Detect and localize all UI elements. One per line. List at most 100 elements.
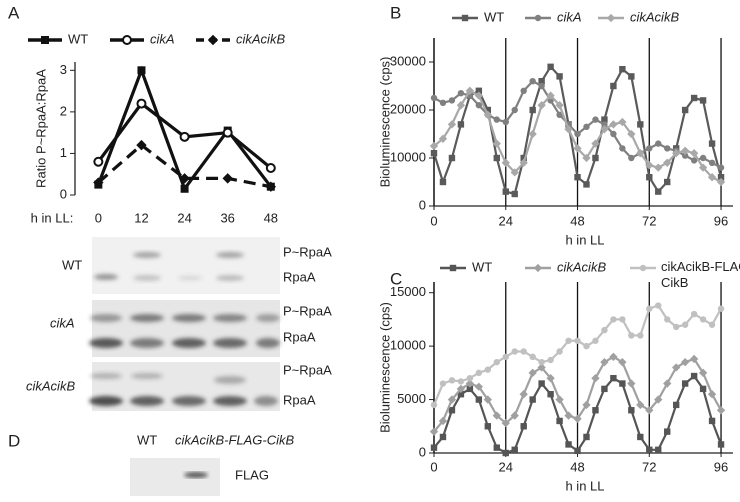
marker — [717, 305, 725, 312]
marker — [547, 391, 554, 398]
legend-label: cikA — [557, 9, 582, 24]
x-tick-label: 0 — [95, 210, 102, 225]
marker — [681, 152, 689, 159]
marker — [610, 82, 617, 90]
marker — [717, 164, 725, 171]
blot-sample: WT — [62, 257, 82, 272]
marker — [690, 94, 698, 102]
marker — [448, 97, 456, 104]
marker — [564, 411, 573, 420]
lane-label: WT — [137, 432, 157, 447]
marker — [556, 417, 563, 425]
marker — [672, 363, 681, 372]
marker — [600, 357, 609, 367]
marker — [511, 348, 518, 355]
marker — [645, 406, 654, 415]
marker — [601, 385, 608, 393]
y-tick-label: 2 — [60, 103, 67, 118]
blot-band: RpaA — [283, 329, 316, 344]
marker — [447, 120, 457, 129]
marker — [93, 177, 104, 188]
legend-label: WT — [484, 9, 504, 24]
marker — [502, 449, 509, 457]
marker — [574, 447, 581, 455]
marker — [538, 358, 545, 366]
marker — [583, 342, 590, 350]
marker — [510, 168, 519, 177]
marker — [534, 14, 542, 22]
marker — [475, 369, 483, 377]
marker — [583, 123, 590, 130]
marker — [707, 390, 717, 399]
marker — [639, 264, 647, 272]
marker — [672, 149, 681, 158]
marker — [547, 63, 554, 70]
marker — [574, 174, 581, 181]
marker — [538, 380, 545, 387]
y-tick-label: 1 — [60, 145, 67, 160]
legend-label: cikAcikB — [236, 31, 285, 46]
marker — [180, 184, 189, 193]
marker — [654, 395, 663, 404]
marker — [637, 332, 644, 339]
legend-label: WT — [68, 31, 88, 46]
marker — [717, 441, 725, 448]
marker — [537, 363, 546, 372]
marker — [430, 444, 438, 451]
blot-band: FLAG — [235, 467, 269, 482]
blot-sample: cikA — [50, 315, 75, 330]
marker — [222, 173, 233, 184]
marker — [601, 116, 608, 123]
blot-band: RpaA — [283, 269, 316, 284]
x-axis-label: h in LL — [565, 232, 604, 247]
marker — [556, 348, 563, 355]
y-tick-label: 5000 — [397, 391, 426, 406]
y-tick-label: 10000 — [390, 338, 426, 353]
x-tick-label: 0 — [430, 213, 437, 228]
marker — [136, 139, 147, 151]
marker — [565, 337, 572, 344]
marker — [501, 418, 510, 428]
marker — [583, 433, 590, 441]
marker — [520, 423, 527, 430]
marker — [207, 34, 219, 46]
marker — [645, 161, 654, 170]
blot-sample: cikAcikB — [26, 378, 75, 393]
marker — [529, 106, 536, 114]
legend-label: WT — [472, 259, 492, 274]
marker — [222, 127, 233, 138]
x-tick-label: 48 — [570, 213, 584, 228]
marker — [689, 354, 699, 364]
marker — [502, 353, 509, 361]
marker — [137, 66, 146, 75]
blot-band: P~RpaA — [283, 244, 332, 259]
marker — [627, 379, 636, 388]
marker — [619, 380, 626, 387]
marker — [717, 174, 725, 181]
marker — [699, 154, 707, 162]
y-axis-label: Bioluminescence (cps) — [377, 57, 392, 188]
marker — [537, 101, 546, 110]
marker — [528, 129, 537, 139]
marker — [448, 154, 456, 162]
marker — [655, 188, 662, 195]
marker — [606, 13, 616, 23]
marker — [457, 121, 465, 128]
marker — [484, 423, 492, 430]
marker — [610, 130, 617, 138]
marker — [447, 395, 457, 404]
marker — [528, 368, 537, 378]
marker — [511, 190, 518, 198]
marker — [655, 446, 662, 453]
marker — [592, 407, 599, 414]
marker — [672, 401, 680, 409]
marker — [492, 139, 501, 148]
panel-label: C — [390, 269, 402, 288]
x-tick-label: 12 — [134, 210, 148, 225]
marker — [664, 428, 671, 435]
marker — [430, 94, 438, 102]
marker — [646, 446, 653, 453]
x-tick-label: 24 — [499, 213, 513, 228]
marker — [265, 181, 277, 192]
marker — [483, 395, 492, 404]
